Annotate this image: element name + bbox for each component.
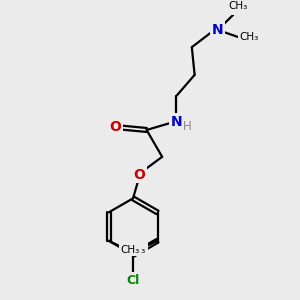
Text: H: H [183,120,192,134]
Text: N: N [170,115,182,129]
Text: N: N [212,23,224,37]
Text: CH₃: CH₃ [229,1,248,11]
Text: CH₃: CH₃ [120,245,140,255]
Text: O: O [133,168,145,182]
Text: CH₃: CH₃ [239,32,259,42]
Text: Cl: Cl [126,274,140,287]
Text: CH₃: CH₃ [127,245,146,255]
Text: O: O [110,120,122,134]
